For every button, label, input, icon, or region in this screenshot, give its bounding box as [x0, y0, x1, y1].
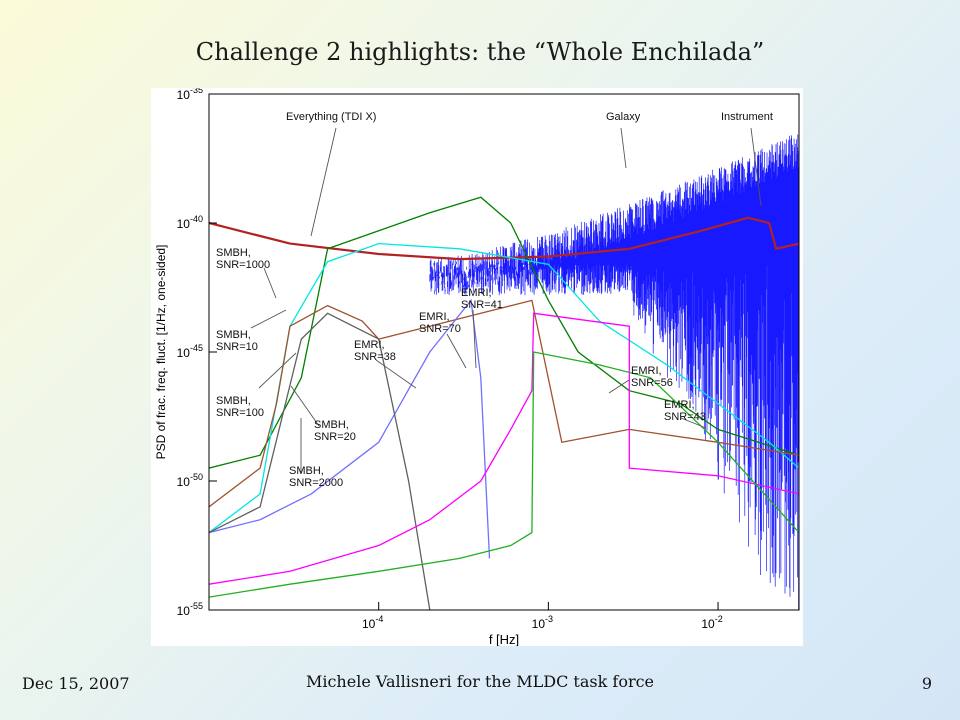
- psd-chart: 10-35 10-40 10-45 10-50 10-55 10-4 10-3 10-2 f […: [154, 88, 800, 646]
- y-axis-label: PSD of frac. freq. fluct. [1/Hz, one-sid…: [154, 245, 168, 460]
- leader-line-5: [258, 352, 297, 389]
- axes: 10-35 10-40 10-45 10-50 10-55 10-4 10-3 10-2 f […: [154, 88, 800, 646]
- x-axis-label: f [Hz]: [489, 632, 519, 646]
- series-line-6: [209, 312, 799, 585]
- series-line-7: [209, 351, 799, 598]
- annotation-label-4: SMBH, SNR=10: [216, 329, 258, 353]
- footer-author: Michele Vallisneri for the MLDC task for…: [305, 672, 655, 691]
- annotation-label-10: EMRI, SNR=41: [461, 287, 503, 311]
- annotation-label-2: Instrument: [721, 111, 773, 123]
- page-number: 9: [921, 674, 932, 693]
- leader-line-2: [750, 127, 762, 207]
- annotation-label-7: SMBH, SNR=2000: [289, 465, 343, 489]
- series-line-0: [209, 216, 799, 261]
- leader-line-6: [290, 385, 320, 427]
- annotation-label-9: EMRI, SNR=70: [419, 311, 461, 335]
- y-tick-label: 10-35: [177, 88, 203, 102]
- series-group: [209, 134, 799, 610]
- leader-line-4: [250, 309, 287, 329]
- x-tick-label: 10-4: [362, 614, 383, 631]
- footer-date: Dec 15, 2007: [22, 674, 130, 693]
- annotation-label-6: SMBH, SNR=20: [314, 419, 356, 443]
- leader-line-12: [680, 417, 707, 429]
- plot-area: [209, 134, 799, 610]
- y-tick-label: 10-55: [177, 601, 203, 618]
- y-tick-label: 10-45: [177, 343, 203, 360]
- annotation-label-0: Everything (TDI X): [286, 111, 376, 123]
- annotations: Everything (TDI X) Galaxy Instrument SMBH, S…: [216, 111, 773, 489]
- series-line-3: [209, 299, 799, 508]
- x-tick-label: 10-2: [701, 614, 722, 631]
- x-tick-label: 10-3: [532, 614, 553, 631]
- annotation-label-5: SMBH, SNR=100: [216, 395, 264, 419]
- leader-line-0: [310, 127, 337, 237]
- leader-line-1: [620, 127, 627, 169]
- y-tick-label: 10-50: [177, 472, 203, 489]
- series-line-5: [209, 312, 431, 610]
- series-line-4: [209, 298, 491, 559]
- annotation-label-8: EMRI, SNR=38: [354, 339, 396, 363]
- galaxy-band: [429, 134, 799, 610]
- series-line-1: [209, 196, 799, 469]
- slide-title: Challenge 2 highlights: the “Whole Enchi…: [195, 38, 765, 66]
- leader-line-8: [375, 359, 417, 389]
- leader-line-9: [446, 333, 467, 369]
- annotation-label-12: EMRI, SNR=43: [664, 399, 706, 423]
- leader-line-3: [263, 267, 277, 299]
- y-tick-label: 10-40: [177, 214, 203, 231]
- psd-figure: 10-35 10-40 10-45 10-50 10-55 10-4 10-3 10-2 f […: [151, 88, 803, 646]
- leader-line-10: [472, 309, 477, 369]
- annotation-label-3: SMBH, SNR=1000: [216, 247, 270, 271]
- annotation-label-1: Galaxy: [606, 111, 641, 123]
- leader-line-11: [608, 379, 630, 394]
- annotation-label-11: EMRI, SNR=56: [631, 365, 673, 389]
